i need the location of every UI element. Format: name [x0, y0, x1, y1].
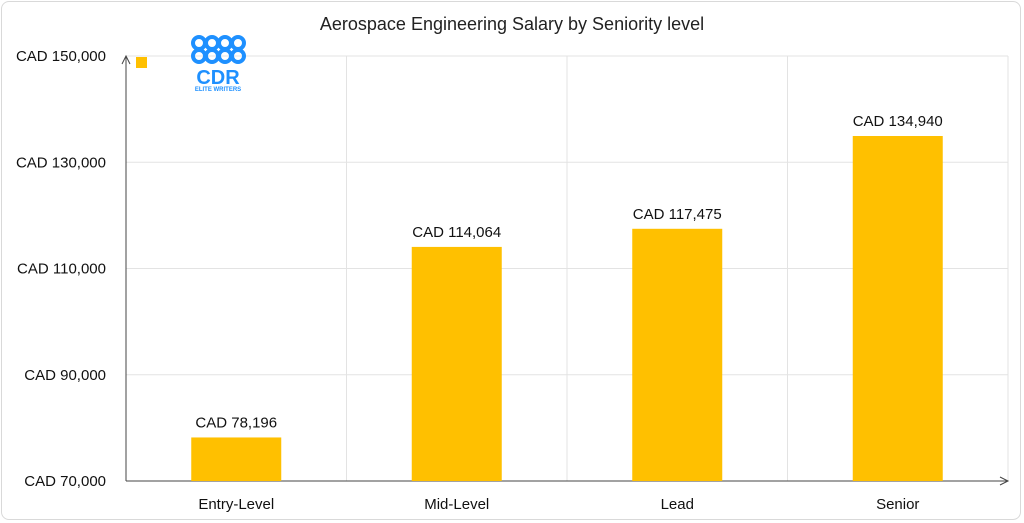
cdr-logo-icon: CDR ELITE WRITERS	[191, 35, 246, 93]
y-tick-label: CAD 90,000	[24, 367, 106, 384]
legend-swatch	[136, 57, 147, 68]
x-tick-label: Entry-Level	[198, 496, 274, 513]
y-axis-arrow	[121, 54, 131, 65]
x-tick-label: Mid-Level	[424, 496, 489, 513]
x-tick-labels: Entry-Level Mid-Level Lead Senior	[198, 496, 919, 513]
data-label: CAD 78,196	[195, 414, 277, 431]
bar-mid-level	[411, 246, 502, 481]
y-tick-label: CAD 130,000	[16, 154, 106, 171]
x-axis-arrow	[999, 476, 1010, 486]
bar-senior	[852, 136, 943, 481]
y-tick-labels: CAD 70,000 CAD 90,000 CAD 110,000 CAD 130,0…	[16, 48, 106, 490]
data-labels: CAD 78,196 CAD 114,064 CAD 117,475 CAD 134,…	[195, 113, 942, 431]
data-label: CAD 117,475	[633, 206, 722, 223]
x-tick-label: Lead	[661, 496, 694, 513]
y-tick-label: CAD 150,000	[16, 48, 106, 65]
chart-title: Aerospace Engineering Salary by Seniorit…	[320, 14, 704, 34]
data-label: CAD 134,940	[853, 113, 943, 130]
bars	[191, 136, 943, 481]
bar-lead	[632, 228, 723, 481]
data-label: CAD 114,064	[412, 224, 501, 241]
x-tick-label: Senior	[876, 496, 919, 513]
logo-mark: CDR	[196, 67, 240, 89]
y-tick-label: CAD 110,000	[17, 261, 106, 278]
logo-tagline: ELITE WRITERS	[195, 87, 241, 93]
bar-entry-level	[191, 437, 282, 481]
y-tick-label: CAD 70,000	[24, 473, 106, 490]
